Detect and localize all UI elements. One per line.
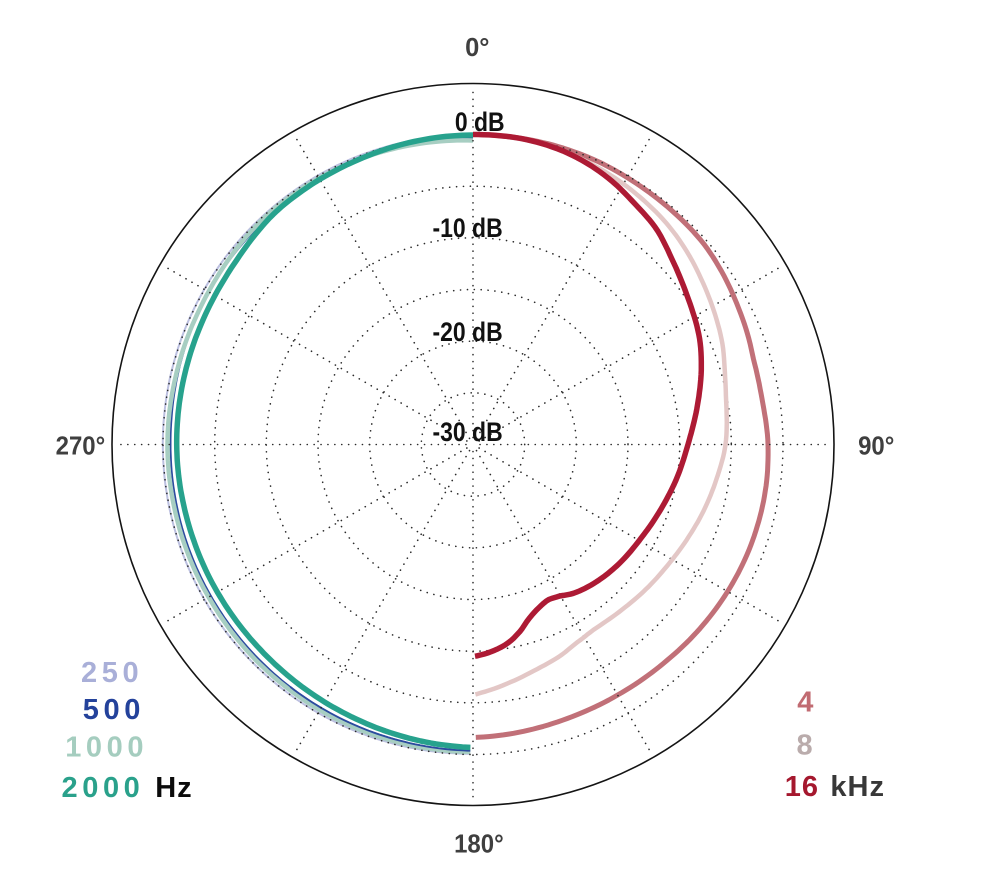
svg-text:90°: 90° bbox=[858, 433, 894, 461]
svg-text:500: 500 bbox=[83, 694, 145, 726]
svg-text:1000: 1000 bbox=[65, 731, 148, 763]
svg-text:16: 16 bbox=[785, 771, 819, 803]
svg-text:2000: 2000 bbox=[62, 772, 145, 804]
svg-text:270°: 270° bbox=[56, 433, 106, 461]
svg-text:4: 4 bbox=[797, 687, 814, 719]
svg-text:180°: 180° bbox=[454, 831, 504, 859]
svg-text:250: 250 bbox=[81, 657, 143, 689]
svg-text:kHz: kHz bbox=[830, 771, 885, 803]
svg-text:-30 dB: -30 dB bbox=[433, 417, 503, 447]
svg-text:-20 dB: -20 dB bbox=[433, 317, 503, 347]
svg-text:0 dB: 0 dB bbox=[455, 107, 505, 137]
svg-text:0°: 0° bbox=[465, 34, 489, 62]
svg-text:Hz: Hz bbox=[155, 772, 192, 804]
svg-text:8: 8 bbox=[797, 729, 814, 761]
svg-text:-10 dB: -10 dB bbox=[433, 213, 503, 243]
